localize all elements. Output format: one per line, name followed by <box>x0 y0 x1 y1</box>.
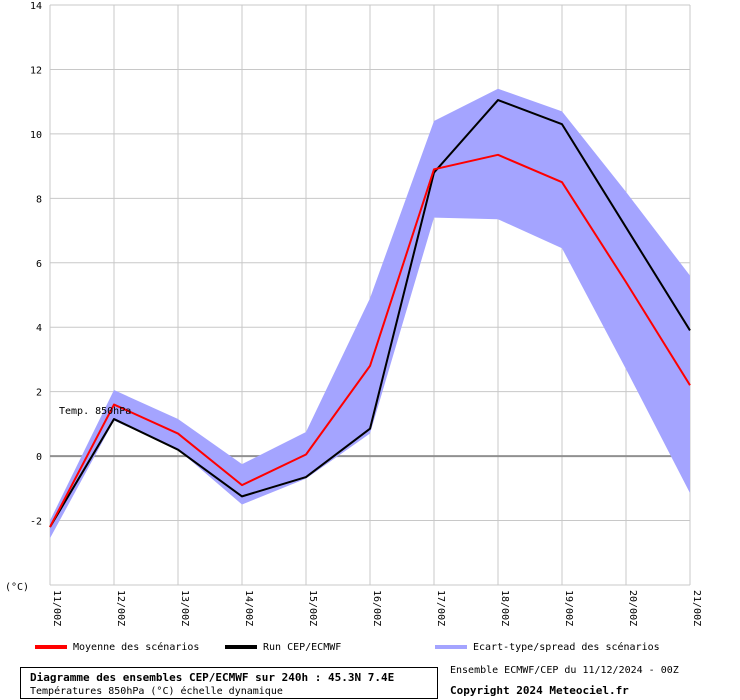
y-tick-label: 6 <box>36 259 42 270</box>
y-tick-label: -2 <box>30 517 42 528</box>
spread-band <box>50 88 690 539</box>
x-tick-label: 18/00Z <box>499 590 510 626</box>
x-tick-label: 17/00Z <box>435 590 446 626</box>
x-tick-label: 15/00Z <box>307 590 318 626</box>
y-tick-label: 10 <box>30 130 42 141</box>
legend-spread: Ecart-type/spread des scénarios <box>435 640 660 654</box>
spread-band-layer <box>50 88 690 539</box>
legend-mean: Moyenne des scénarios <box>35 640 199 654</box>
copyright: Copyright 2024 Meteociel.fr <box>450 684 629 697</box>
y-tick-label: 8 <box>36 194 42 205</box>
y-axis-unit-label: (°C) <box>5 582 29 593</box>
y-tick-label: 0 <box>36 452 42 463</box>
y-tick-label: 4 <box>36 323 42 334</box>
x-tick-label: 21/00Z <box>691 590 702 626</box>
ensemble-chart: 11/00Z 12/00Z 13/00Z 14/00Z 15/00Z 16/00Z 17/0… <box>5 1 702 626</box>
footer-title-box: Diagramme des ensembles CEP/ECMWF sur 24… <box>20 667 438 699</box>
legend-mean-label: Moyenne des scénarios <box>73 641 200 653</box>
x-tick-label: 16/00Z <box>371 590 382 626</box>
axis-ticks-layer: 11/00Z 12/00Z 13/00Z 14/00Z 15/00Z 16/00Z 17/0… <box>30 1 702 626</box>
x-tick-label: 13/00Z <box>179 590 190 626</box>
legend-run-swatch <box>225 645 257 649</box>
x-tick-label: 20/00Z <box>627 590 638 626</box>
y-tick-label: 14 <box>30 1 42 12</box>
legend-run: Run CEP/ECMWF <box>225 640 341 654</box>
legend-spread-label: Ecart-type/spread des scénarios <box>473 641 660 653</box>
temp-850-annotation: Temp. 850hPa <box>59 406 131 417</box>
run-line <box>49 99 691 528</box>
x-tick-label: 14/00Z <box>243 590 254 626</box>
legend-run-label: Run CEP/ECMWF <box>263 641 342 653</box>
legend-mean-swatch <box>35 645 67 649</box>
y-tick-label: 2 <box>36 388 42 399</box>
y-tick-label: 12 <box>30 65 42 76</box>
legend-spread-swatch <box>435 645 467 649</box>
diagram-title: Diagramme des ensembles CEP/ECMWF sur 24… <box>30 671 395 684</box>
chart-grid <box>49 4 691 586</box>
diagram-subtitle: Températures 850hPa (°C) échelle dynamiq… <box>30 686 283 697</box>
series-lines-layer <box>49 99 691 528</box>
run-info: Ensemble ECMWF/CEP du 11/12/2024 - 00Z <box>450 665 679 676</box>
mean-line <box>49 153 691 528</box>
x-tick-label: 12/00Z <box>115 590 126 626</box>
x-tick-label: 19/00Z <box>563 590 574 626</box>
x-tick-label: 11/00Z <box>51 590 62 626</box>
